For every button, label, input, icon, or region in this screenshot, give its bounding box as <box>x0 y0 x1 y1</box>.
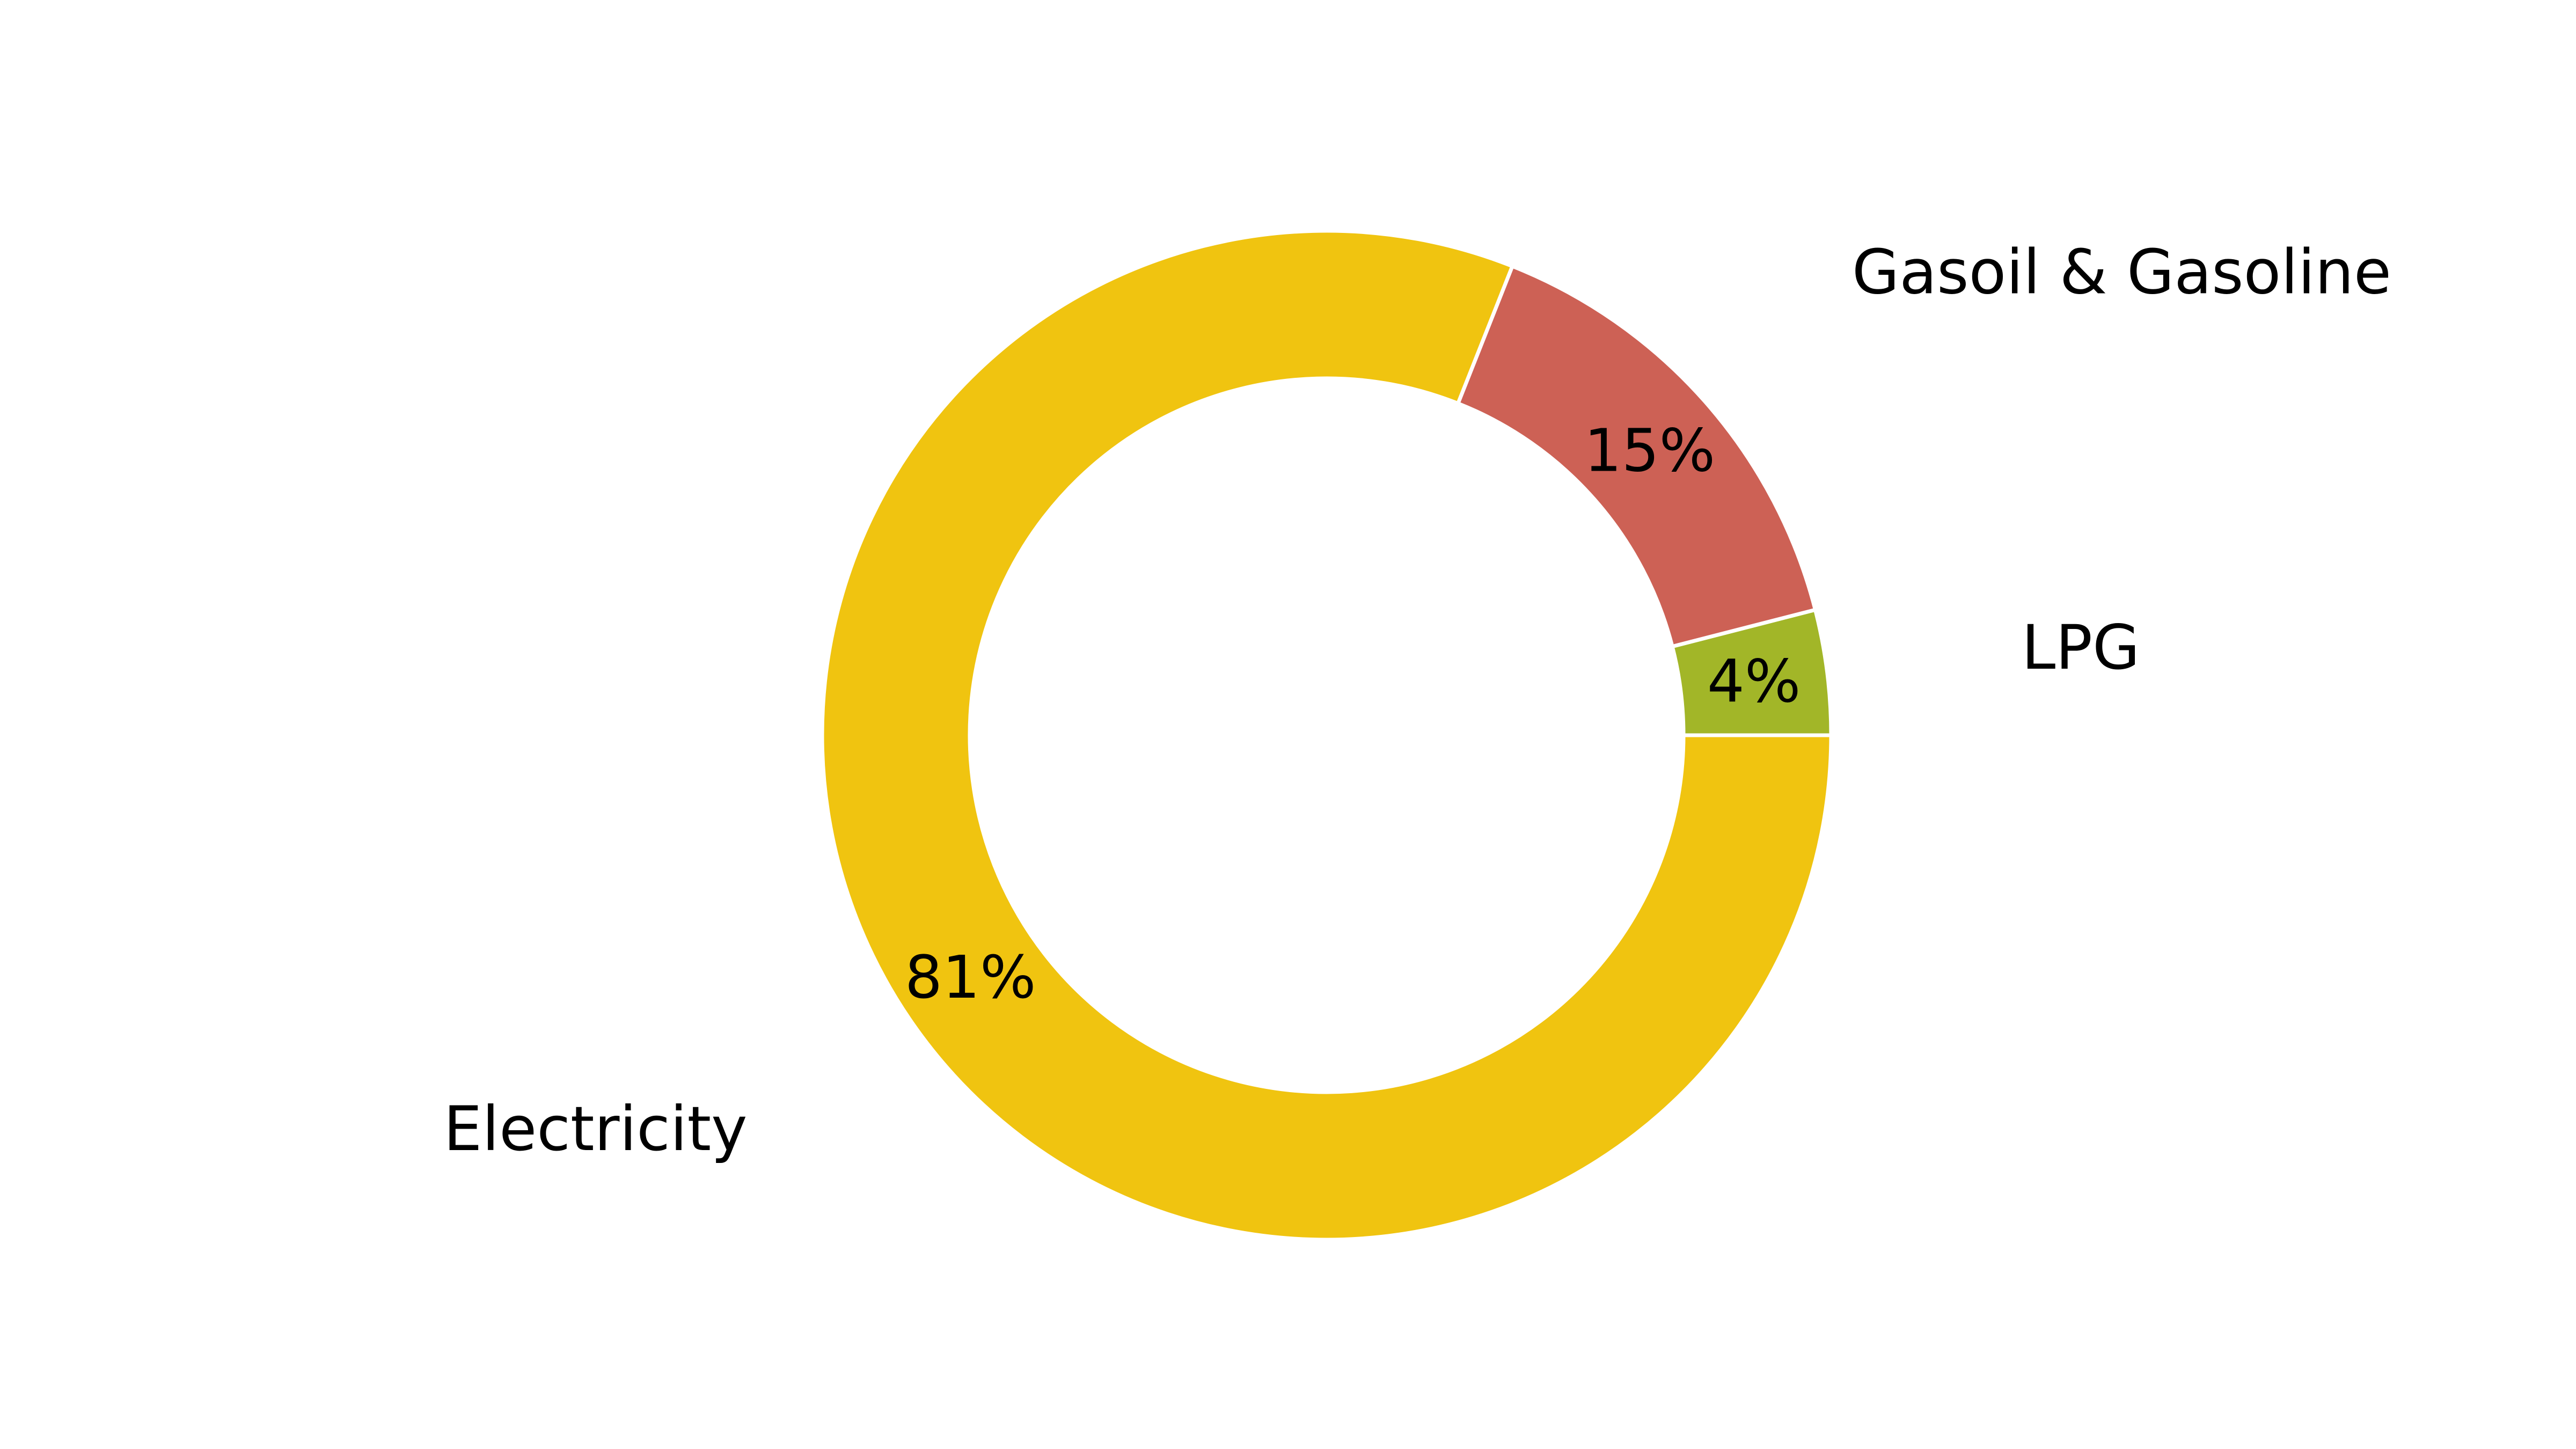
value-label-electricity: 81% <box>905 943 1036 1012</box>
value-label-lpg: 4% <box>1707 647 1801 715</box>
category-label-electricity: Electricity <box>443 1093 747 1165</box>
slice-electricity <box>820 229 1833 1242</box>
slice-gasoil-and-gasoline <box>1456 264 1817 649</box>
value-label-gasoil-and-gasoline: 15% <box>1584 416 1716 485</box>
donut-slices <box>820 229 1833 1242</box>
category-label-lpg: LPG <box>2022 612 2140 683</box>
donut-labels: 4% LPG 15% Gasoil & Gasoline 81% Electricity <box>443 236 2391 1165</box>
category-label-gasoil-and-gasoline: Gasoil & Gasoline <box>1852 236 2391 308</box>
